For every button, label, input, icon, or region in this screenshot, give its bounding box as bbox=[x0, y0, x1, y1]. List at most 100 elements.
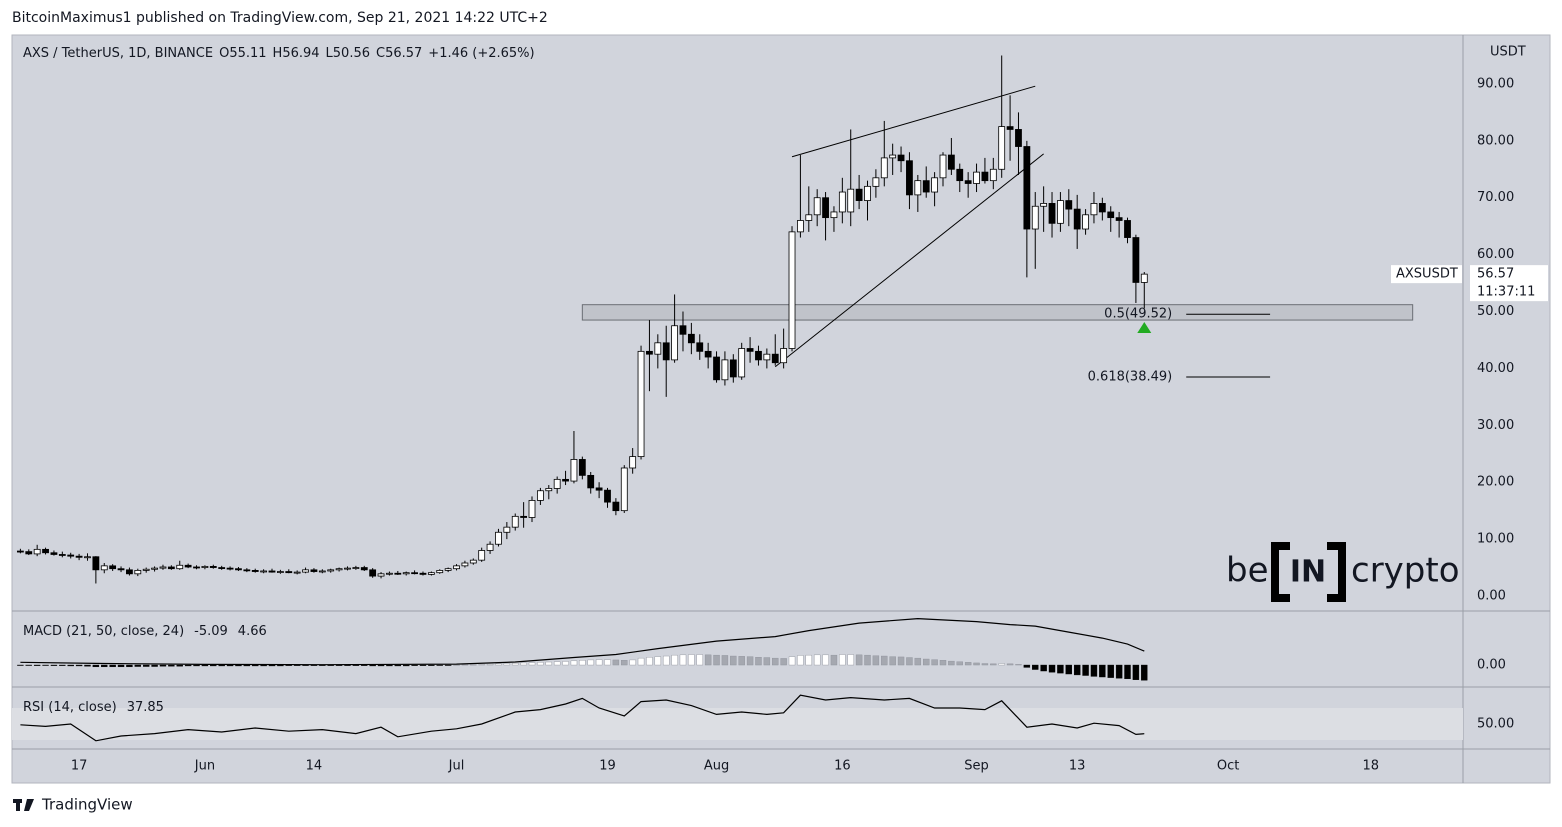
candle-body bbox=[1132, 237, 1140, 283]
candle-body bbox=[956, 168, 964, 182]
macd-title: MACD (21, 50, close, 24) bbox=[23, 624, 184, 639]
candle-body bbox=[369, 569, 377, 577]
macd-bar bbox=[788, 656, 796, 666]
macd-bar bbox=[822, 654, 829, 666]
macd-bar bbox=[990, 663, 997, 666]
candle-body bbox=[276, 571, 284, 573]
candle-body bbox=[939, 154, 947, 179]
macd-bar bbox=[117, 664, 125, 668]
candle-body bbox=[167, 566, 175, 570]
ohlc-key: H bbox=[273, 46, 283, 61]
macd-bar bbox=[755, 657, 762, 666]
candle-body bbox=[1073, 208, 1081, 230]
macd-bar bbox=[612, 659, 620, 666]
macd-hist-value: -5.09 bbox=[194, 624, 228, 639]
macd-bar bbox=[252, 664, 259, 667]
macd-bar bbox=[33, 664, 41, 666]
macd-bar bbox=[470, 664, 477, 666]
fib-label: 0.618(38.49) bbox=[1088, 370, 1173, 385]
candle-body bbox=[889, 154, 897, 159]
x-tick-label: Jul bbox=[448, 759, 465, 774]
candle-body bbox=[235, 568, 242, 571]
candle-body bbox=[1140, 273, 1148, 283]
candle-body bbox=[595, 487, 603, 491]
candle-body bbox=[788, 231, 796, 349]
candle-body bbox=[1124, 220, 1131, 238]
price-box bbox=[1470, 265, 1548, 302]
macd-bar bbox=[184, 664, 192, 667]
macd-bar bbox=[1132, 664, 1140, 680]
trendline bbox=[774, 153, 1044, 368]
macd-bar bbox=[688, 654, 695, 666]
macd-bar bbox=[629, 659, 636, 666]
macd-bar bbox=[75, 664, 83, 667]
candle-body bbox=[335, 568, 343, 571]
candle-body bbox=[914, 180, 922, 196]
candle-body bbox=[243, 569, 251, 572]
macd-legend: MACD (21, 50, close, 24) -5.09 4.66 bbox=[23, 624, 267, 639]
candle-body bbox=[604, 489, 611, 503]
candle-body bbox=[855, 188, 863, 201]
rsi-title: RSI (14, close) bbox=[23, 700, 117, 715]
candle-body bbox=[755, 350, 762, 361]
candle-body bbox=[126, 569, 133, 575]
y-tick-label: 50.00 bbox=[1477, 304, 1514, 319]
logo-gap bbox=[1290, 592, 1327, 604]
macd-bar bbox=[193, 664, 200, 667]
macd-bar bbox=[1141, 664, 1148, 681]
last-price: 56.57 bbox=[1477, 267, 1514, 282]
candle-body bbox=[637, 350, 645, 458]
macd-bar bbox=[126, 664, 133, 668]
candle-body bbox=[906, 160, 913, 196]
macd-bar bbox=[948, 660, 955, 666]
candle-body bbox=[344, 567, 351, 570]
x-tick-label: Jun bbox=[194, 759, 215, 774]
plot: 17 Jun 14 Jul 19 Aug 16 Sep 13 Oct 18 0.00 10.00 20.0… bbox=[12, 55, 1548, 774]
macd-bar bbox=[411, 664, 418, 666]
candle-body bbox=[1015, 129, 1022, 147]
candle-body bbox=[520, 515, 528, 518]
candle-body bbox=[486, 543, 494, 551]
macd-bar bbox=[956, 661, 963, 666]
macd-bar bbox=[528, 662, 536, 666]
macd-bar bbox=[1032, 664, 1039, 670]
candle-body bbox=[427, 572, 435, 575]
candle-body bbox=[771, 353, 779, 364]
candle-body bbox=[176, 564, 184, 570]
candle-body bbox=[897, 154, 905, 162]
macd-bar bbox=[42, 664, 49, 666]
candle-body bbox=[864, 185, 871, 201]
ohlc-value: 56.94 bbox=[282, 46, 319, 61]
candle-body bbox=[847, 188, 855, 213]
candle-body bbox=[536, 490, 544, 501]
macd-bar bbox=[92, 664, 100, 668]
macd-bar bbox=[17, 664, 24, 666]
macd-bar bbox=[478, 664, 485, 666]
candle-body bbox=[75, 555, 83, 558]
macd-bar bbox=[503, 663, 511, 666]
candle-body bbox=[377, 573, 385, 577]
macd-bar bbox=[67, 664, 74, 667]
macd-bar bbox=[713, 654, 720, 666]
fib-label: 0.5(49.52) bbox=[1104, 307, 1172, 322]
macd-bar bbox=[1023, 664, 1031, 668]
macd-bar bbox=[830, 654, 838, 666]
candle-body bbox=[646, 350, 653, 355]
macd-bar bbox=[889, 656, 896, 666]
y-tick-label: 10.00 bbox=[1477, 532, 1514, 547]
macd-bar bbox=[1073, 664, 1081, 676]
macd-bar bbox=[939, 660, 947, 666]
macd-bar bbox=[226, 664, 234, 667]
macd-bar bbox=[839, 654, 846, 666]
x-tick-label: 14 bbox=[306, 759, 323, 774]
candle-body bbox=[654, 342, 662, 355]
macd-bar bbox=[142, 664, 150, 667]
macd-bar bbox=[461, 664, 469, 666]
macd-bar bbox=[101, 664, 108, 668]
y-tick-label: 60.00 bbox=[1477, 247, 1514, 262]
macd-bar bbox=[704, 654, 712, 666]
macd-bar bbox=[1040, 664, 1047, 672]
candle-body bbox=[302, 569, 309, 573]
macd-bar bbox=[864, 654, 871, 666]
candle-body bbox=[25, 551, 33, 555]
